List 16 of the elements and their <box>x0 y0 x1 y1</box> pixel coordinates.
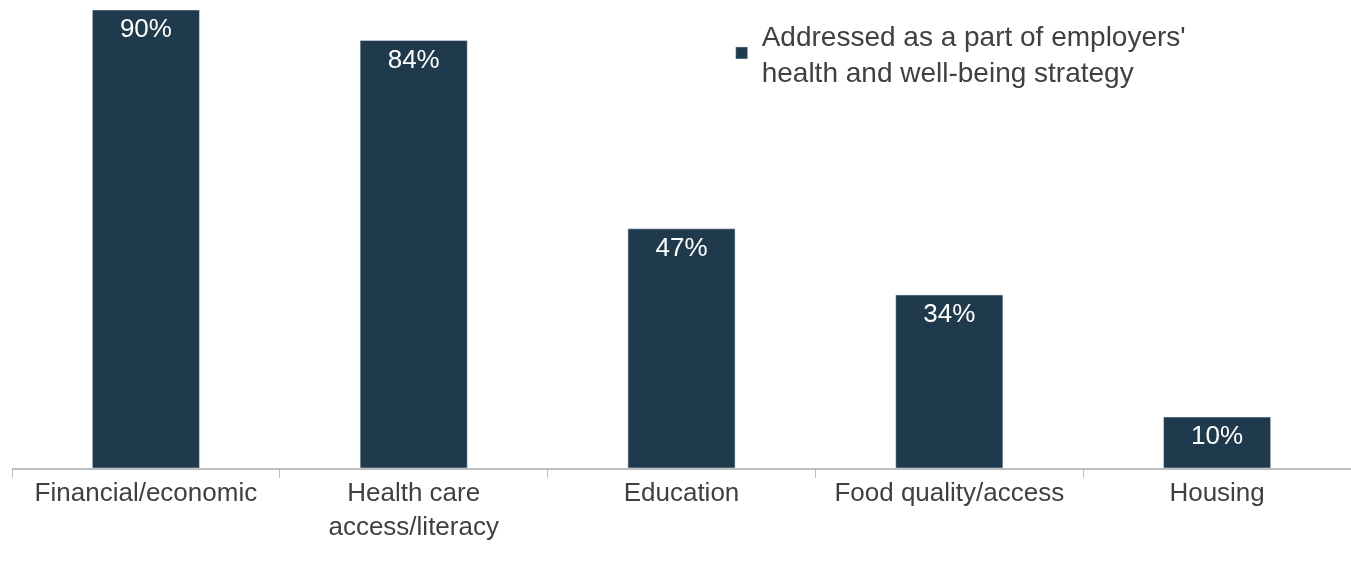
data-label: 84% <box>387 43 440 74</box>
bar <box>359 40 468 468</box>
x-tick-label: Housing <box>1169 476 1265 507</box>
bar <box>92 10 200 468</box>
data-label: 90% <box>119 13 172 43</box>
bar <box>627 228 736 468</box>
x-tick-label: Education <box>623 476 740 507</box>
x-tick-label: Health care access/literacy <box>328 476 499 541</box>
data-label: 34% <box>923 297 976 328</box>
x-tick-label: Financial/economic <box>34 476 258 507</box>
bar <box>1163 416 1271 468</box>
legend-label: Addressed as a part of employers' health and well-being strategy <box>761 20 1186 89</box>
data-label: 47% <box>655 231 708 262</box>
data-label: 10% <box>1191 420 1244 451</box>
x-tick-label: Food quality/access <box>834 476 1065 507</box>
bar <box>895 294 1004 468</box>
